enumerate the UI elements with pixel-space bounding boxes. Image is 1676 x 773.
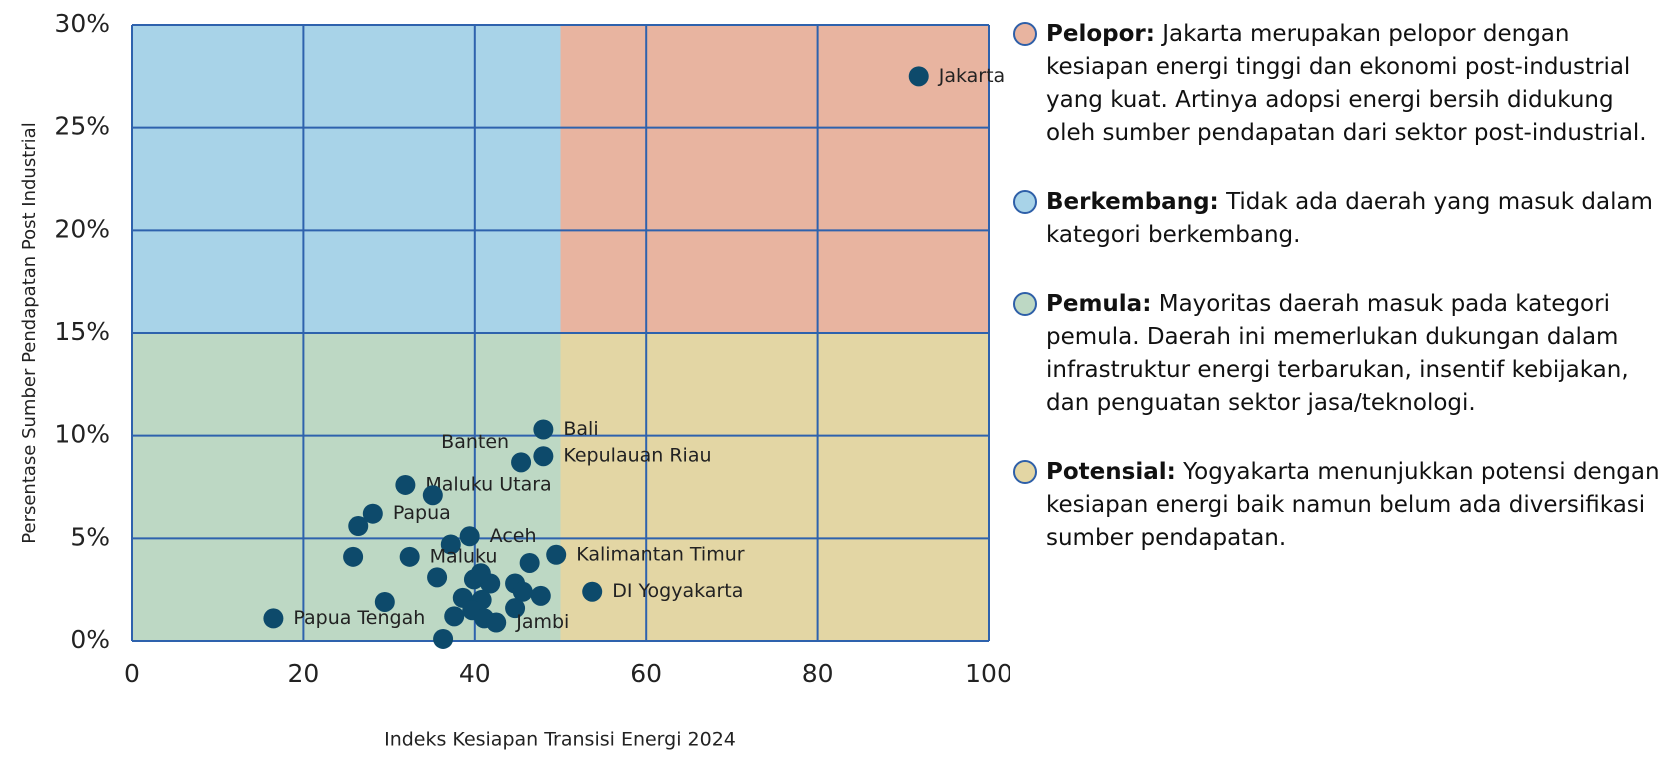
legend-title: Potensial:: [1046, 459, 1176, 485]
x-tick-label: 40: [459, 659, 491, 688]
point: [348, 516, 369, 537]
quadrant-top-left: [132, 25, 561, 333]
legend-description: Tidak ada daerah yang masuk dalam katego…: [1046, 189, 1653, 248]
point: [395, 474, 416, 495]
legend-text: Pemula: Mayoritas daerah masuk pada kate…: [1046, 288, 1663, 420]
legend-swatch: [1013, 190, 1037, 214]
y-axis-title: Persentase Sumber Pendapatan Post Indust…: [19, 122, 40, 543]
point-label: Papua: [393, 502, 451, 524]
point: [263, 608, 284, 629]
legend-title: Pemula:: [1046, 291, 1152, 317]
point: [427, 567, 448, 588]
legend-item: Potensial: Yogyakarta menunjukkan potens…: [1013, 456, 1663, 555]
legend-item: Pemula: Mayoritas daerah masuk pada kate…: [1013, 288, 1663, 420]
point: [908, 66, 929, 87]
legend-description: Yogyakarta menunjukkan potensi dengan ke…: [1046, 459, 1660, 551]
point-label: Maluku Utara: [425, 473, 551, 495]
point: [519, 552, 540, 573]
point: [546, 544, 567, 565]
legend-item: Berkembang: Tidak ada daerah yang masuk …: [1013, 186, 1663, 252]
y-tick-label: 10%: [54, 420, 110, 449]
y-tick-label: 30%: [54, 9, 110, 38]
point: [530, 585, 551, 606]
y-tick-label: 25%: [54, 112, 110, 141]
point: [486, 612, 507, 633]
legend-description: Jakarta merupakan pelopor dengan kesiapa…: [1046, 21, 1647, 146]
point-label: Bali: [563, 418, 598, 440]
x-tick-label: 20: [287, 659, 319, 688]
point-label: Jakarta: [938, 65, 1005, 87]
legend-swatch: [1013, 460, 1037, 484]
x-tick-label: 100: [965, 659, 1010, 688]
y-tick-label: 20%: [54, 214, 110, 243]
legend: Pelopor: Jakarta merupakan pelopor denga…: [1013, 18, 1663, 591]
point: [512, 581, 533, 602]
point: [399, 546, 420, 567]
point: [459, 526, 480, 547]
legend-text: Berkembang: Tidak ada daerah yang masuk …: [1046, 186, 1663, 252]
point-label: Banten: [441, 431, 509, 453]
point-label: Kepulauan Riau: [563, 445, 711, 467]
point: [374, 591, 395, 612]
legend-description: Mayoritas daerah masuk pada kategori pem…: [1046, 291, 1629, 416]
legend-text: Potensial: Yogyakarta menunjukkan potens…: [1046, 456, 1663, 555]
point-label: Jambi: [515, 611, 569, 633]
point: [433, 628, 454, 649]
x-axis-title: Indeks Kesiapan Transisi Energi 2024: [384, 729, 736, 751]
point: [422, 485, 443, 506]
point: [470, 563, 491, 584]
legend-swatch: [1013, 292, 1037, 316]
legend-title: Pelopor:: [1046, 21, 1155, 47]
legend-title: Berkembang:: [1046, 189, 1219, 215]
point: [533, 419, 554, 440]
point: [511, 452, 532, 473]
chart: Persentase Sumber Pendapatan Post Indust…: [19, 9, 1010, 751]
point: [582, 581, 603, 602]
point: [444, 606, 465, 627]
point-label: Aceh: [490, 525, 537, 547]
x-tick-label: 80: [802, 659, 834, 688]
point-label: Kalimantan Timur: [576, 543, 745, 565]
point: [505, 598, 526, 619]
point: [533, 446, 554, 467]
point: [440, 534, 461, 555]
point: [362, 503, 383, 524]
legend-text: Pelopor: Jakarta merupakan pelopor denga…: [1046, 18, 1663, 150]
legend-item: Pelopor: Jakarta merupakan pelopor denga…: [1013, 18, 1663, 150]
point-label: DI Yogyakarta: [612, 580, 743, 602]
y-tick-label: 15%: [54, 317, 110, 346]
legend-swatch: [1013, 22, 1037, 46]
point-label: Papua Tengah: [293, 607, 425, 629]
y-tick-label: 5%: [70, 522, 110, 551]
point: [343, 546, 364, 567]
point-label: Maluku: [430, 545, 498, 567]
x-tick-label: 0: [124, 659, 140, 688]
y-tick-label: 0%: [70, 625, 110, 654]
x-tick-label: 60: [630, 659, 662, 688]
quadrant-bottom-right: [560, 333, 989, 641]
